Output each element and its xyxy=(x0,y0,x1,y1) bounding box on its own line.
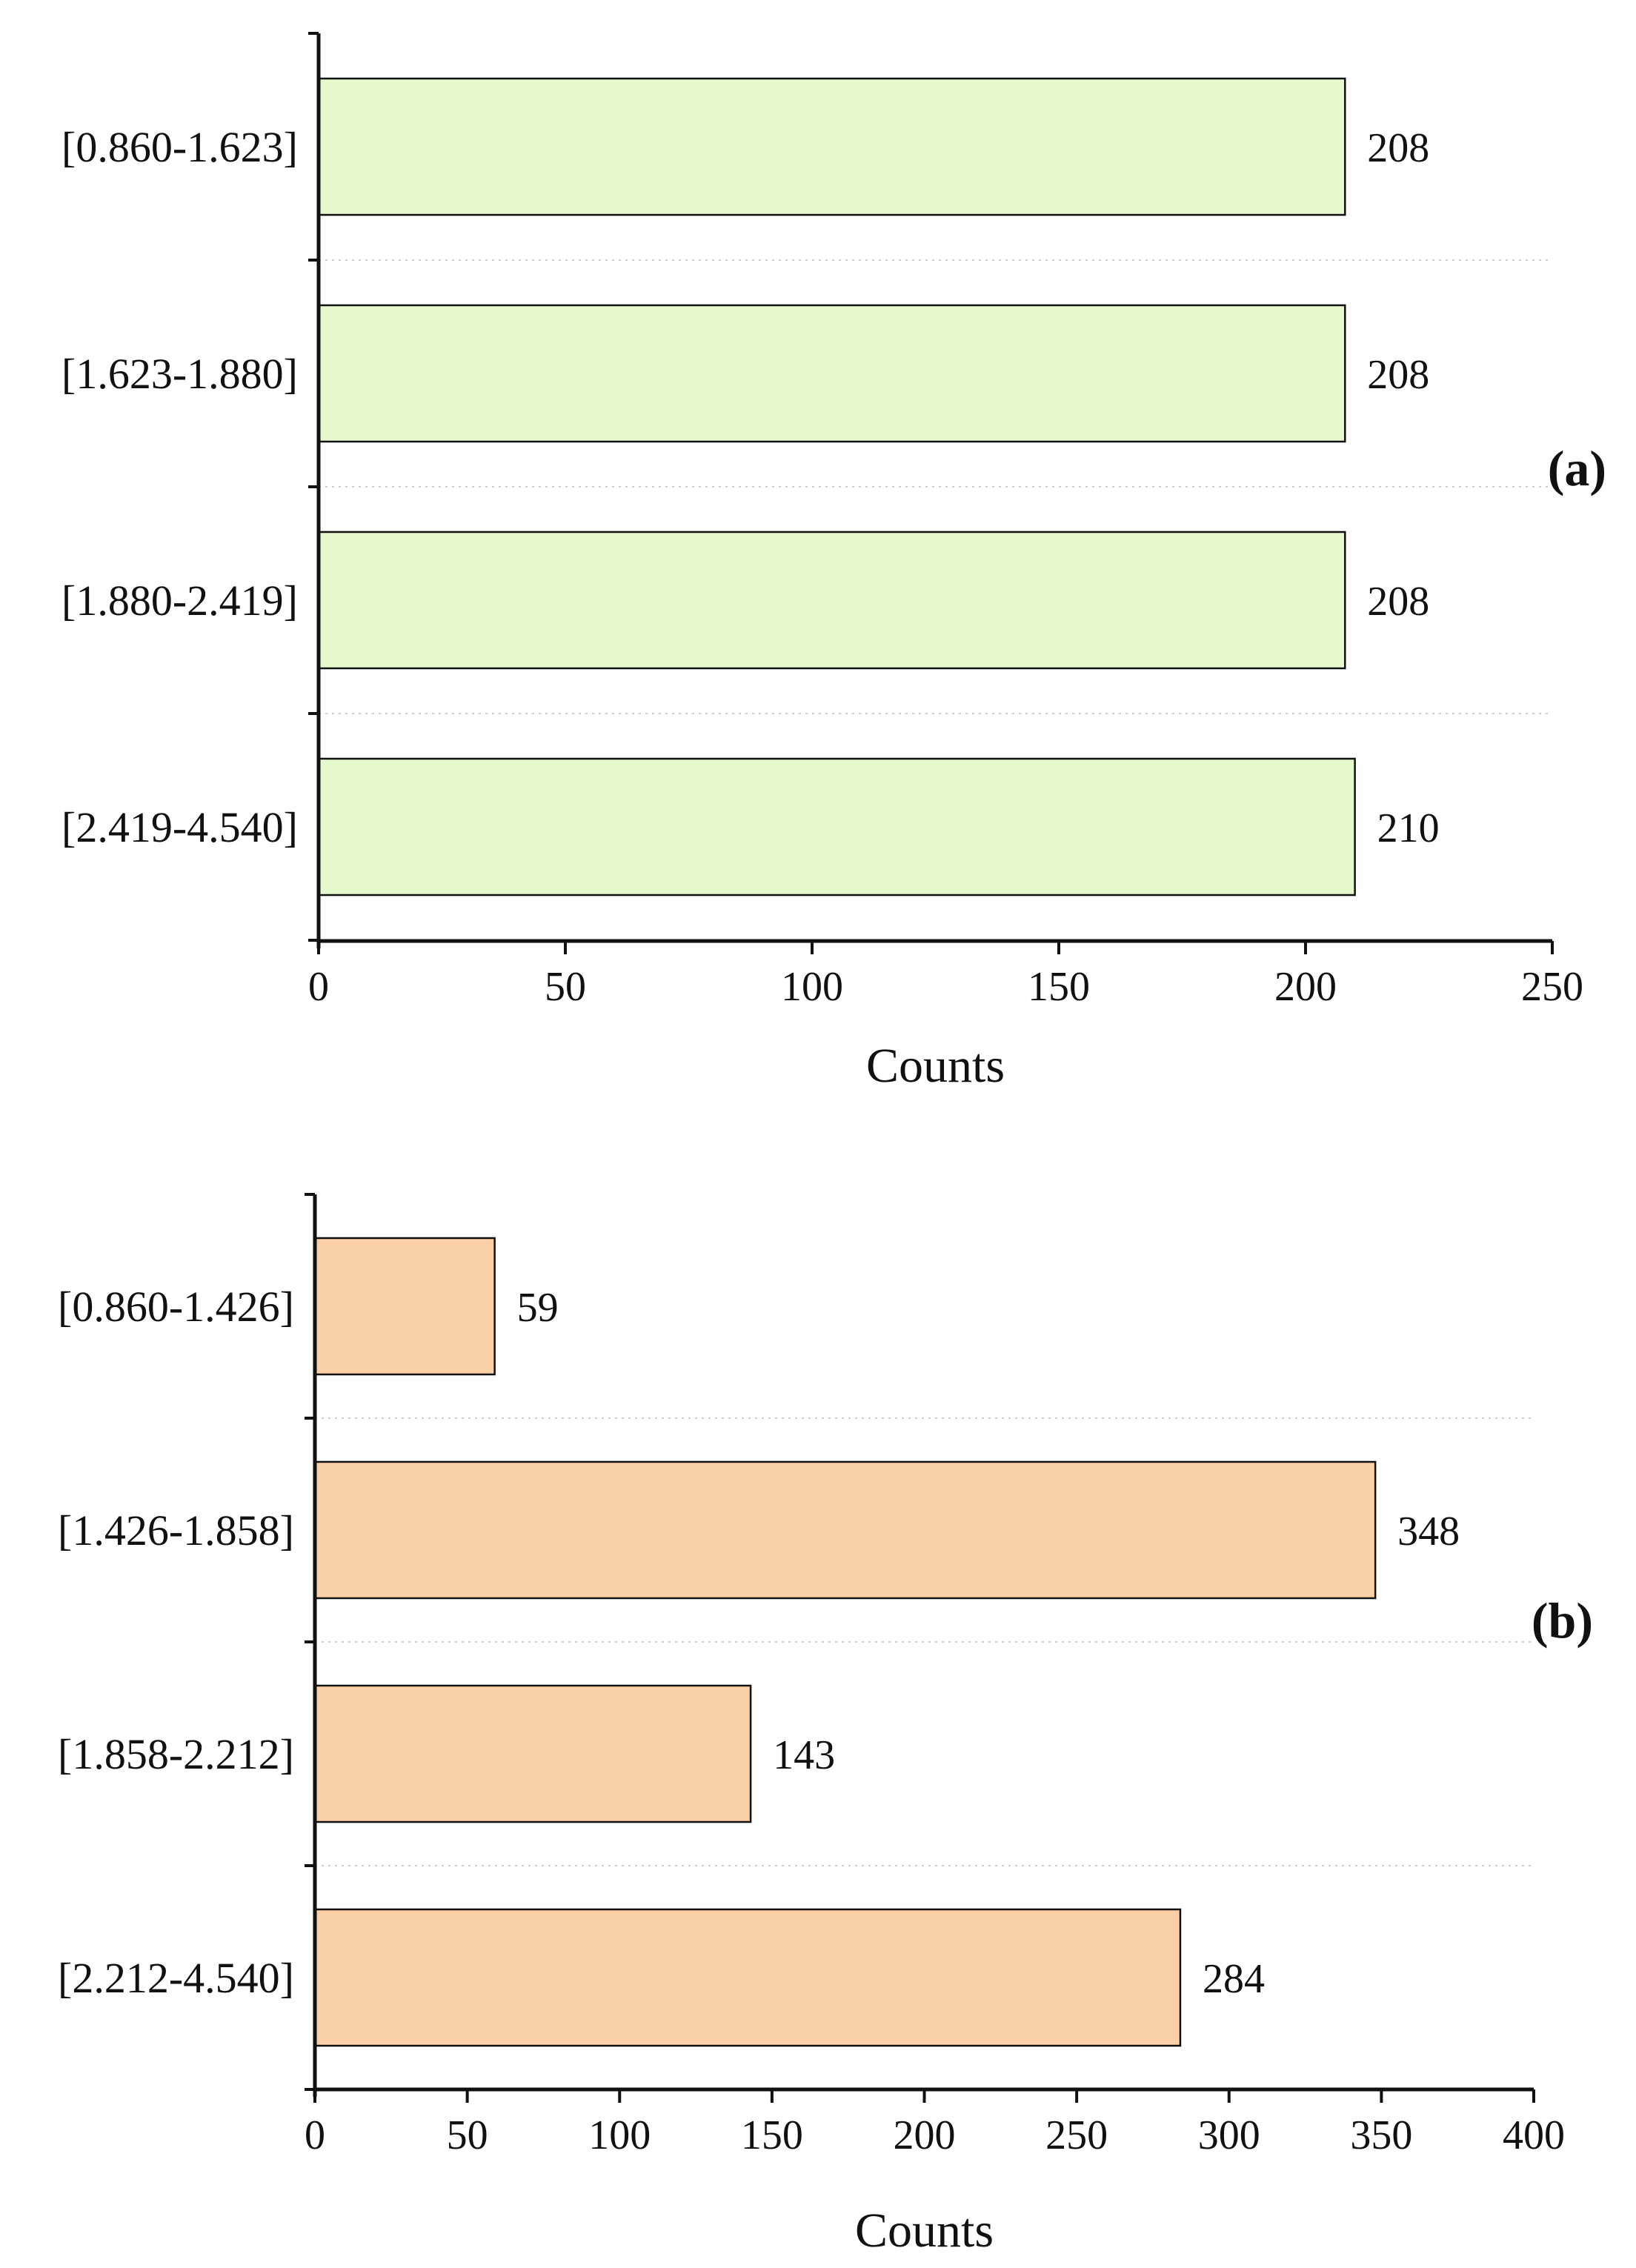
bar xyxy=(313,1684,752,1823)
value-label: 284 xyxy=(1203,1956,1265,2002)
category-label: [0.860-1.623] xyxy=(61,123,298,171)
x-tick-label: 250 xyxy=(1045,2112,1108,2158)
category-label: [0.860-1.426] xyxy=(58,1283,294,1331)
x-tick-label: 150 xyxy=(741,2112,803,2158)
category-label: [1.858-2.212] xyxy=(58,1730,294,1778)
panel-label: (b) xyxy=(1532,1592,1593,1649)
x-axis-title: Counts xyxy=(866,1039,1005,1093)
value-label: 348 xyxy=(1397,1509,1460,1554)
category-label: [1.880-2.419] xyxy=(61,576,298,625)
value-label: 208 xyxy=(1367,579,1429,625)
x-axis-title: Counts xyxy=(855,2204,994,2258)
bar xyxy=(313,1908,1182,2047)
x-tick-label: 400 xyxy=(1503,2112,1565,2158)
value-label: 208 xyxy=(1367,125,1429,171)
value-label: 208 xyxy=(1367,352,1429,398)
bar xyxy=(313,1460,1377,1600)
value-label: 210 xyxy=(1377,805,1440,851)
value-label: 143 xyxy=(773,1732,835,1778)
category-label: [1.426-1.858] xyxy=(58,1506,294,1554)
chart-panel-b: [0.860-1.426] 59 [1.426-1.858] 348 [1.858-2.… xyxy=(58,1193,1593,2258)
chart-panel-a: [0.860-1.623] 208 [1.623-1.880] 208 [1.880-2… xyxy=(61,32,1606,1093)
x-tick-label: 350 xyxy=(1350,2112,1412,2158)
category-label: [2.419-4.540] xyxy=(61,803,298,851)
x-tick-label: 300 xyxy=(1198,2112,1260,2158)
x-tick-label: 50 xyxy=(447,2112,488,2158)
bar xyxy=(317,304,1346,443)
x-tick-label: 50 xyxy=(545,964,586,1010)
x-tick-label: 0 xyxy=(305,2112,325,2158)
x-tick-label: 0 xyxy=(308,964,329,1010)
panel-label: (a) xyxy=(1548,440,1606,496)
bar xyxy=(317,531,1346,670)
bar xyxy=(317,757,1356,897)
bar xyxy=(313,1237,496,1376)
x-tick-label: 250 xyxy=(1521,964,1583,1010)
x-tick-label: 200 xyxy=(1274,964,1337,1010)
x-tick-label: 200 xyxy=(894,2112,956,2158)
x-tick-label: 150 xyxy=(1028,964,1090,1010)
category-label: [1.623-1.880] xyxy=(61,350,298,398)
x-tick-label: 100 xyxy=(588,2112,651,2158)
category-label: [2.212-4.540] xyxy=(58,1954,294,2002)
x-tick-label: 100 xyxy=(781,964,843,1010)
value-label: 59 xyxy=(517,1285,559,1331)
bar xyxy=(317,77,1346,216)
